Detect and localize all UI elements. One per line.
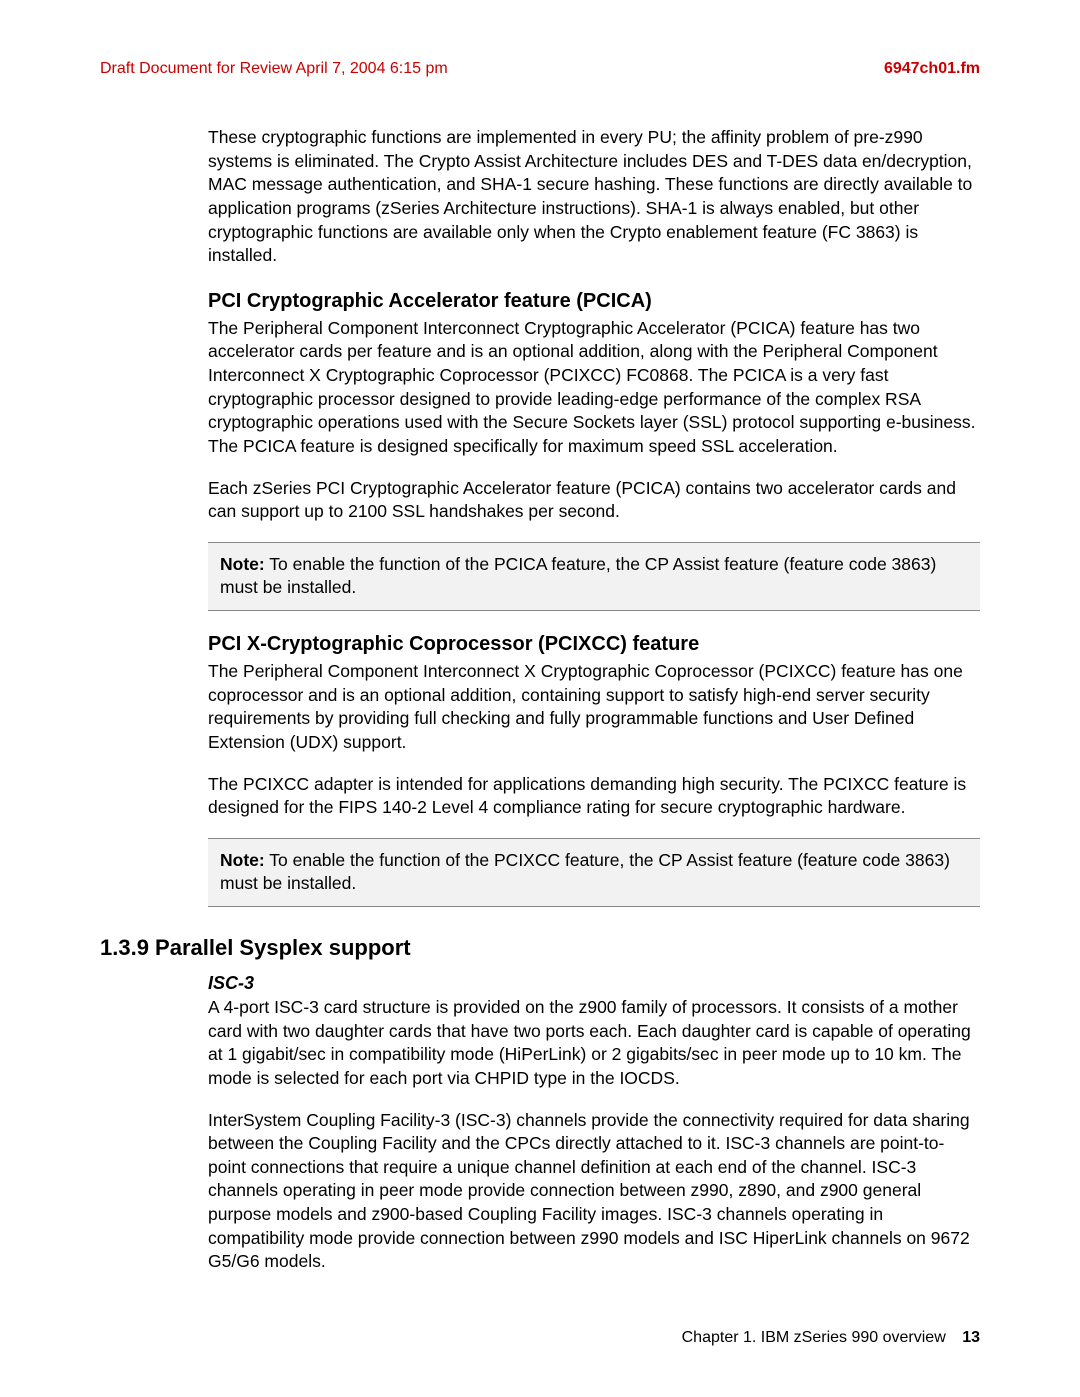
pcica-paragraph-2: Each zSeries PCI Cryptographic Accelerat… (208, 477, 980, 524)
note-label: Note: (220, 850, 265, 870)
intro-paragraph: These cryptographic functions are implem… (208, 126, 980, 268)
footer-chapter: Chapter 1. IBM zSeries 990 overview (682, 1329, 946, 1346)
sysplex-heading: 1.3.9 Parallel Sysplex support (100, 935, 980, 961)
pcica-section: PCI Cryptographic Accelerator feature (P… (208, 290, 980, 611)
pcica-heading: PCI Cryptographic Accelerator feature (P… (208, 290, 980, 313)
pcixcc-heading: PCI X-Cryptographic Coprocessor (PCIXCC)… (208, 633, 980, 656)
draft-review-line: Draft Document for Review April 7, 2004 … (100, 60, 448, 78)
pcica-note-box: Note: To enable the function of the PCIC… (208, 542, 980, 611)
footer-page-number: 13 (962, 1329, 980, 1346)
isc3-subheading: ISC-3 (208, 973, 980, 994)
page-header: Draft Document for Review April 7, 2004 … (100, 60, 980, 78)
page-footer: Chapter 1. IBM zSeries 990 overview 13 (100, 1329, 980, 1347)
isc3-paragraph-2: InterSystem Coupling Facility-3 (ISC-3) … (208, 1109, 980, 1274)
pcixcc-note-text: To enable the function of the PCIXCC fea… (220, 850, 950, 894)
pcica-paragraph-1: The Peripheral Component Interconnect Cr… (208, 317, 980, 459)
pcixcc-paragraph-2: The PCIXCC adapter is intended for appli… (208, 773, 980, 820)
pcixcc-section: PCI X-Cryptographic Coprocessor (PCIXCC)… (208, 633, 980, 907)
pcixcc-paragraph-1: The Peripheral Component Interconnect X … (208, 660, 980, 755)
intro-block: These cryptographic functions are implem… (208, 126, 980, 268)
sysplex-section: ISC-3 A 4-port ISC-3 card structure is p… (208, 973, 980, 1274)
note-label: Note: (220, 554, 265, 574)
filename-label: 6947ch01.fm (884, 60, 980, 78)
isc3-paragraph-1: A 4-port ISC-3 card structure is provide… (208, 996, 980, 1091)
pcica-note-text: To enable the function of the PCICA feat… (220, 554, 936, 598)
pcixcc-note-box: Note: To enable the function of the PCIX… (208, 838, 980, 907)
